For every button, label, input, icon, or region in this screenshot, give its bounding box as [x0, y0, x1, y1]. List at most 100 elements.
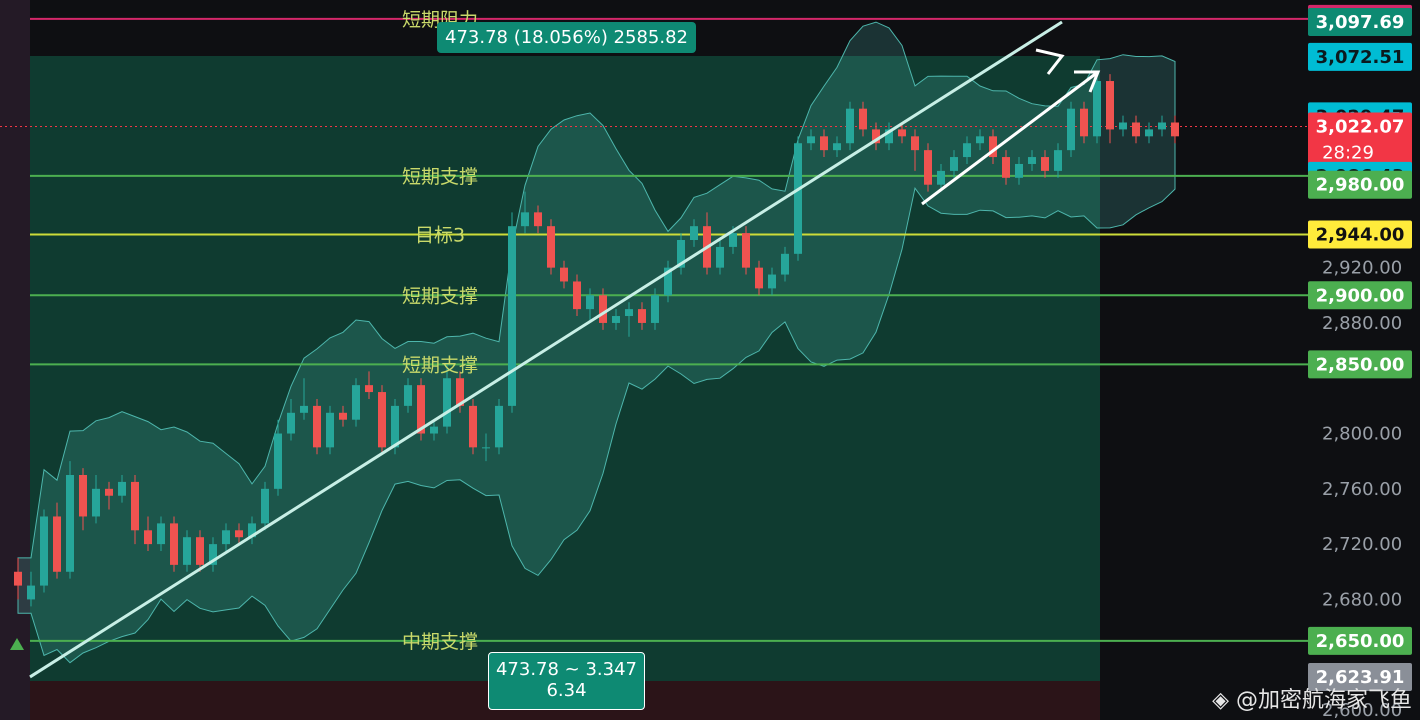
candle-body: [300, 405, 308, 413]
candle-body: [794, 143, 802, 254]
price-tag-2: [1308, 42, 1412, 71]
candle-body: [391, 405, 399, 448]
candle-body: [807, 136, 815, 144]
y-tick-label: 2,600.00: [1322, 700, 1402, 720]
candle-body: [196, 537, 204, 565]
candle-body: [352, 385, 360, 420]
candle-body: [651, 295, 659, 323]
candle-body: [638, 309, 646, 323]
candle-body: [1002, 157, 1010, 178]
level-label-2: 目标3: [415, 224, 465, 246]
candle-body: [430, 426, 438, 434]
candle-body: [885, 129, 893, 144]
candle-body: [14, 571, 22, 586]
measure-bottom-label: 473.78 ~ 3.347 6.34: [488, 652, 645, 710]
candle-body: [222, 530, 230, 545]
candle-body: [456, 378, 464, 406]
measure-bottom-line1: 473.78 ~ 3.347: [495, 659, 638, 680]
candle-body: [27, 585, 35, 600]
candle-body: [144, 530, 152, 545]
candle-body: [261, 488, 269, 524]
candle-body: [872, 129, 880, 144]
candle-body: [40, 516, 48, 586]
measure-top-label: 473.78 (18.056%) 2585.82: [437, 22, 696, 53]
price-tag-text: 3,097.69: [1316, 12, 1405, 33]
candle-body: [1119, 122, 1127, 130]
candle-body: [1171, 122, 1179, 137]
price-tag-1: [1308, 8, 1412, 37]
left-shade: [0, 0, 30, 720]
candle-body: [820, 136, 828, 151]
candle-body: [1106, 81, 1114, 130]
candle-body: [768, 274, 776, 289]
candle-body: [950, 157, 958, 171]
price-tag-text: 2,980.00: [1316, 175, 1405, 196]
candle-body: [859, 108, 867, 130]
candle-body: [287, 412, 295, 434]
candle-body: [157, 523, 165, 545]
candle-body: [1093, 81, 1101, 137]
price-tag-text: 2,900.00: [1316, 285, 1405, 306]
price-tag-4: [1308, 112, 1412, 167]
candle-body: [443, 378, 451, 427]
candle-body: [365, 385, 373, 393]
candle-body: [560, 267, 568, 282]
candle-body: [469, 405, 477, 448]
candle-body: [378, 392, 386, 448]
candle-body: [1132, 122, 1140, 137]
candle-body: [729, 233, 737, 247]
candle-body: [326, 412, 334, 448]
candle-body: [1054, 150, 1062, 171]
price-tag-7: [1308, 220, 1412, 249]
watermark: ◈ @加密航海家飞鱼: [1212, 682, 1412, 714]
price-tag-8: [1308, 281, 1412, 310]
price-tag-text: 3,072.51: [1316, 47, 1405, 68]
candle-body: [781, 253, 789, 275]
trend-arrowhead: [1035, 48, 1065, 75]
measure-profit-zone: [30, 56, 1100, 681]
candle-body: [170, 523, 178, 565]
level-label-5: 中期支撑: [402, 631, 478, 653]
candle-body: [1158, 122, 1166, 130]
price-tag-text: 2,650.00: [1316, 631, 1405, 652]
candle-body: [625, 309, 633, 317]
measure-bottom-line2: 6.34: [546, 680, 587, 701]
candle-body: [248, 523, 256, 538]
candle-body: [495, 405, 503, 448]
y-tick-label: 2,760.00: [1322, 479, 1402, 500]
candle-body: [1028, 157, 1036, 164]
watermark-text: @加密航海家飞鱼: [1235, 688, 1412, 713]
candle-body: [911, 136, 919, 151]
candle-body: [833, 143, 841, 151]
price-tag-11: [1308, 662, 1412, 691]
candle-body: [924, 150, 932, 185]
candle-body: [755, 267, 763, 289]
buy-signal-icon: [10, 638, 24, 650]
candle-body: [339, 412, 347, 420]
candle-body: [963, 143, 971, 158]
y-tick-label: 2,680.00: [1322, 589, 1402, 610]
candle-body: [274, 433, 282, 489]
trend-arrowhead-short: [1074, 70, 1101, 93]
candle-body: [586, 295, 594, 310]
price-tag-6: [1308, 170, 1412, 199]
candle-body: [482, 447, 490, 449]
candle-body: [612, 316, 620, 323]
y-tick-label: 2,720.00: [1322, 534, 1402, 555]
price-tag-text: 2,623.91: [1316, 667, 1405, 688]
level-label-3: 短期支撑: [402, 285, 478, 307]
level-label-4: 短期支撑: [402, 354, 478, 376]
candle-body: [547, 226, 555, 268]
candle-body: [131, 481, 139, 531]
candle-body: [118, 481, 126, 496]
candle-body: [664, 267, 672, 296]
y-tick-label: 2,880.00: [1322, 313, 1402, 334]
y-tick-label: 2,800.00: [1322, 424, 1402, 445]
candle-body: [937, 170, 945, 185]
candle-body: [716, 246, 724, 268]
candle-body: [53, 516, 61, 572]
countdown-text: 28:29: [1322, 143, 1374, 164]
candle-body: [79, 475, 87, 517]
price-tag-10: [1308, 626, 1412, 655]
